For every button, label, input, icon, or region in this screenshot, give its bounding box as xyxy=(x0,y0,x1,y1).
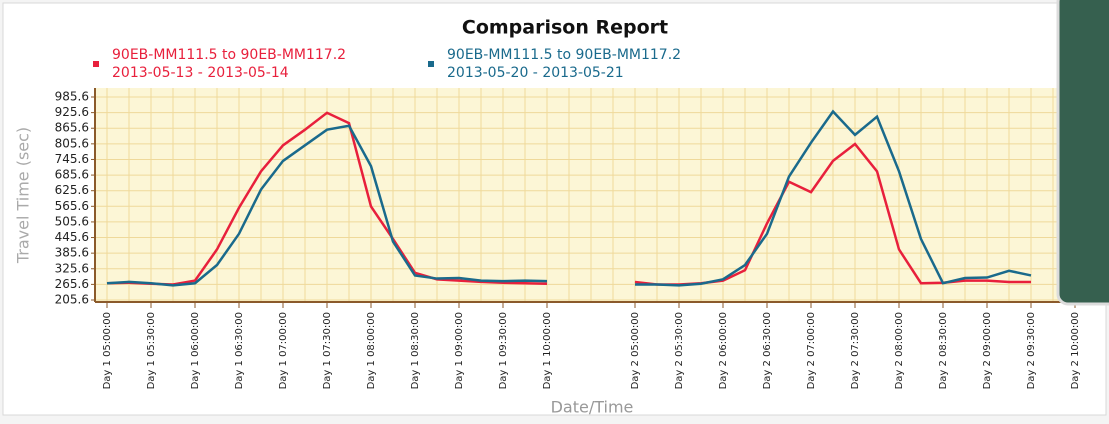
x-tick-label: Day 1 08:30:00 xyxy=(410,312,421,389)
y-tick-label: 565.6 xyxy=(55,199,89,213)
y-tick-label: 205.6 xyxy=(55,293,89,307)
x-tick-label: Day 2 09:00:00 xyxy=(982,312,993,389)
x-tick-label: Day 2 10:00:00 xyxy=(1070,312,1081,389)
x-tick-label: Day 2 05:30:00 xyxy=(674,312,685,389)
x-tick-label: Day 2 05:00:00 xyxy=(630,312,641,389)
y-tick-label: 625.6 xyxy=(55,183,89,197)
y-tick-label: 385.6 xyxy=(55,246,89,260)
y-tick-label: 265.6 xyxy=(55,277,89,291)
x-axis-label: Date/Time xyxy=(551,398,634,417)
x-tick-label: Day 2 06:30:00 xyxy=(762,312,773,389)
y-axis-label: Travel Time (sec) xyxy=(14,127,33,264)
x-tick-label: Day 1 08:00:00 xyxy=(366,312,377,389)
chart-title: Comparison Report xyxy=(462,17,668,39)
y-tick-label: 505.6 xyxy=(55,214,89,228)
x-tick-label: Day 2 08:00:00 xyxy=(894,312,905,389)
y-tick-label: 745.6 xyxy=(55,152,89,166)
y-tick-label: 685.6 xyxy=(55,168,89,182)
x-tick-label: Day 2 08:30:00 xyxy=(938,312,949,389)
legend-swatch xyxy=(93,61,99,67)
x-tick-label: Day 1 07:30:00 xyxy=(322,312,333,389)
x-tick-label: Day 2 07:00:00 xyxy=(806,312,817,389)
x-tick-label: Day 1 05:00:00 xyxy=(102,312,113,389)
y-tick-label: 925.6 xyxy=(55,105,89,119)
x-tick-label: Day 1 09:00:00 xyxy=(454,312,465,389)
x-tick-label: Day 2 06:00:00 xyxy=(718,312,729,389)
overlay-panel xyxy=(1056,0,1109,306)
x-tick-label: Day 1 09:30:00 xyxy=(498,312,509,389)
x-tick-label: Day 2 09:30:00 xyxy=(1026,312,1037,389)
legend-period: 2013-05-20 - 2013-05-21 xyxy=(447,65,624,81)
x-tick-label: Day 2 07:30:00 xyxy=(850,312,861,389)
x-tick-label: Day 1 07:00:00 xyxy=(278,312,289,389)
y-tick-label: 985.6 xyxy=(55,90,89,104)
plot-area xyxy=(95,88,1085,302)
x-tick-label: Day 1 06:00:00 xyxy=(190,312,201,389)
y-tick-label: 325.6 xyxy=(55,261,89,275)
legend-period: 2013-05-13 - 2013-05-14 xyxy=(112,65,289,81)
legend-label: 90EB-MM111.5 to 90EB-MM117.2 xyxy=(112,47,346,63)
x-tick-label: Day 1 06:30:00 xyxy=(234,312,245,389)
legend-swatch xyxy=(428,61,434,67)
x-tick-label: Day 1 05:30:00 xyxy=(146,312,157,389)
series-line xyxy=(106,124,548,287)
y-tick-label: 865.6 xyxy=(55,121,89,135)
series-line xyxy=(106,111,548,286)
y-tick-label: 805.6 xyxy=(55,136,89,150)
x-tick-label: Day 1 10:00:00 xyxy=(542,312,553,389)
y-tick-label: 445.6 xyxy=(55,230,89,244)
legend-label: 90EB-MM111.5 to 90EB-MM117.2 xyxy=(447,47,681,63)
series-line xyxy=(635,109,1032,287)
